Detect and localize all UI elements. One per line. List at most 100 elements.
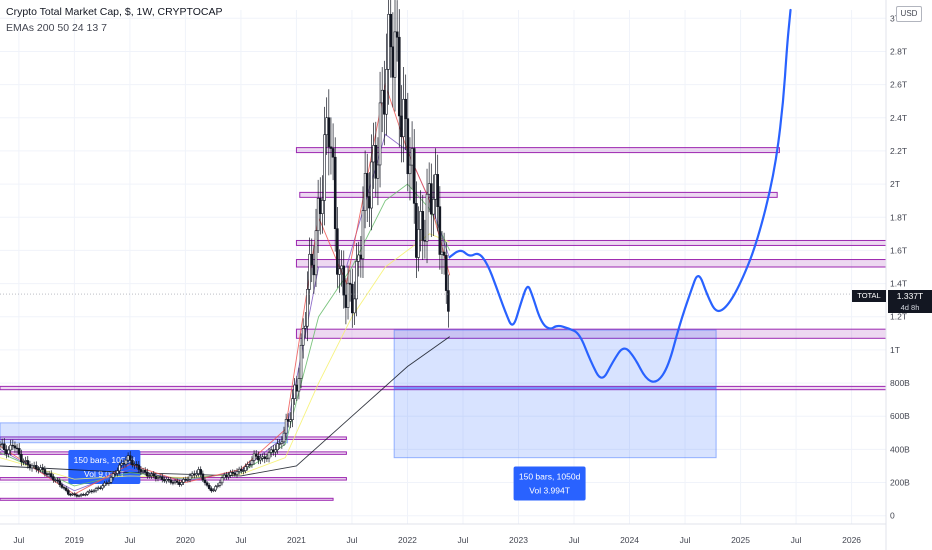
candle-body xyxy=(26,460,30,465)
candle-body xyxy=(246,464,249,468)
candle-body xyxy=(257,455,260,461)
candle-body xyxy=(267,452,271,459)
x-tick-label: Jul xyxy=(235,535,246,545)
candle-body xyxy=(73,493,77,496)
x-tick-label: 2021 xyxy=(287,535,306,545)
candle-body xyxy=(380,89,384,104)
candle-body xyxy=(361,210,365,260)
horizontal-zone xyxy=(0,497,334,501)
y-tick-label: 400B xyxy=(890,444,910,454)
candle-body xyxy=(368,196,371,209)
candle-body xyxy=(154,475,158,479)
candle-body xyxy=(120,463,124,466)
candle-body xyxy=(30,465,34,469)
candle-body xyxy=(359,254,363,260)
candle-body xyxy=(355,261,358,300)
candle-body xyxy=(263,456,267,459)
candle-body xyxy=(412,148,416,204)
candle-body xyxy=(99,487,102,489)
currency-button[interactable]: USD xyxy=(896,6,922,22)
candle-body xyxy=(376,164,380,179)
candle-body xyxy=(327,117,331,148)
candle-body xyxy=(81,494,85,496)
candle-body xyxy=(286,419,290,422)
candle-body xyxy=(28,464,32,469)
candle-body xyxy=(284,419,288,434)
ema-line xyxy=(0,233,450,480)
candle-body xyxy=(64,487,68,491)
horizontal-zone xyxy=(295,259,887,268)
candle-body xyxy=(440,251,444,255)
candle-body xyxy=(86,491,89,495)
candle-body xyxy=(434,174,437,200)
candle-body xyxy=(84,494,87,496)
candle-body xyxy=(342,265,346,296)
candle-body xyxy=(37,468,40,471)
candle-body xyxy=(167,479,170,481)
price-tag-value: 1.337T xyxy=(888,290,932,302)
candle-body xyxy=(207,485,211,489)
candle-body xyxy=(186,479,190,481)
candle-body xyxy=(365,173,369,197)
candle-body xyxy=(148,475,151,477)
candle-body xyxy=(17,448,21,455)
candle-body xyxy=(346,282,350,308)
measure-box-label: Vol 9.021T xyxy=(84,469,125,479)
candle-body xyxy=(265,457,269,460)
candle-body xyxy=(336,228,339,275)
candle-body xyxy=(259,457,262,461)
y-tick-label: 0 xyxy=(890,511,895,521)
measure-box-label: 150 bars, 1050d xyxy=(74,455,136,465)
candle-body xyxy=(333,156,337,230)
candle-body xyxy=(5,449,8,455)
candle-body xyxy=(299,344,303,379)
candle-body xyxy=(242,470,245,472)
y-tick-label: 200B xyxy=(890,478,910,488)
candle-body xyxy=(71,493,74,496)
candle-body xyxy=(163,479,166,482)
candle-body xyxy=(306,288,309,327)
candle-body xyxy=(47,473,51,475)
candle-body xyxy=(383,89,386,115)
candle-body xyxy=(391,46,395,78)
candle-body xyxy=(239,468,243,472)
candle-body xyxy=(0,443,4,445)
candle-body xyxy=(278,443,282,445)
candle-body xyxy=(419,211,422,230)
candle-body xyxy=(218,482,222,486)
candle-body xyxy=(56,479,59,482)
candle-body xyxy=(94,488,98,492)
candle-body xyxy=(77,495,81,497)
y-tick-label: 1.4T xyxy=(890,279,907,289)
candle-body xyxy=(146,471,149,477)
y-tick-label: 2T xyxy=(890,179,900,189)
chart-title: Crypto Total Market Cap, $, 1W, CRYPTOCA… xyxy=(6,6,223,18)
indicator-label[interactable]: EMAs 200 50 24 13 7 xyxy=(6,22,107,34)
candle-body xyxy=(201,473,205,481)
candle-body xyxy=(216,485,220,487)
candle-body xyxy=(169,479,173,483)
candle-body xyxy=(113,473,117,475)
candle-body xyxy=(15,447,19,450)
candle-body xyxy=(173,480,177,483)
candle-body xyxy=(370,161,373,209)
candle-body xyxy=(62,487,66,489)
x-tick-label: Jul xyxy=(13,535,24,545)
candle-body xyxy=(357,254,361,262)
candle-body xyxy=(2,443,6,450)
y-tick-label: 2.4T xyxy=(890,113,907,123)
candle-body xyxy=(225,474,228,478)
candle-body xyxy=(49,473,53,478)
candle-body xyxy=(135,464,138,466)
candle-body xyxy=(7,449,10,455)
x-tick-label: Jul xyxy=(458,535,469,545)
candle-body xyxy=(126,455,130,461)
candle-body xyxy=(190,473,194,477)
candle-body xyxy=(325,117,328,136)
y-tick-label: 2.6T xyxy=(890,80,907,90)
y-tick-label: 3T xyxy=(890,13,900,23)
x-tick-label: 2026 xyxy=(842,535,861,545)
candle-body xyxy=(353,298,356,314)
x-tick-label: 2019 xyxy=(65,535,84,545)
